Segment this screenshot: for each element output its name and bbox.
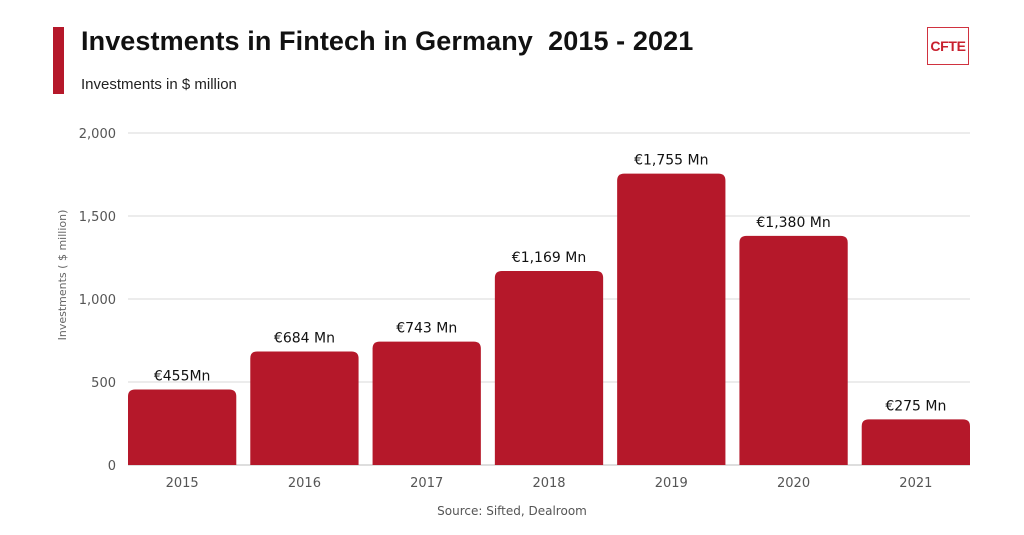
x-tick-label: 2018 bbox=[532, 476, 565, 491]
data-labels: €455Mn €684 Mn €743 Mn €1,169 Mn €1,755 Mn €1… bbox=[154, 153, 947, 415]
data-label-2021: €275 Mn bbox=[885, 398, 946, 414]
x-tick-label: 2016 bbox=[288, 476, 321, 491]
y-tick-label: 1,000 bbox=[79, 293, 116, 308]
bar-2020 bbox=[739, 235, 848, 465]
x-tick-label: 2017 bbox=[410, 476, 443, 491]
y-tick-label: 0 bbox=[108, 459, 116, 474]
logo-text: CFTE bbox=[930, 38, 966, 54]
x-tick-label: 2015 bbox=[166, 476, 199, 491]
y-tick-label: 1,500 bbox=[79, 210, 116, 225]
chart-title: Investments in Fintech in Germany 2015 -… bbox=[81, 26, 694, 56]
data-label-2018: €1,169 Mn bbox=[512, 250, 586, 266]
data-label-2015: €455Mn bbox=[154, 368, 211, 384]
data-label-2016: €684 Mn bbox=[274, 330, 335, 346]
y-tick-label: 2,000 bbox=[79, 127, 116, 142]
x-tick-label: 2019 bbox=[655, 476, 688, 491]
data-label-2019: €1,755 Mn bbox=[634, 153, 708, 169]
source-note: Source: Sifted, Dealroom bbox=[437, 504, 587, 518]
bar-2018 bbox=[494, 270, 604, 465]
x-axis-ticks: 2015 2016 2017 2018 2019 2020 2021 bbox=[166, 476, 933, 491]
cfte-logo: CFTE bbox=[927, 27, 969, 65]
bar-2016 bbox=[250, 351, 359, 465]
y-axis-ticks: 0 500 1,000 1,500 2,000 bbox=[79, 127, 116, 474]
bar-2017 bbox=[372, 341, 481, 465]
bar-2015 bbox=[128, 389, 237, 465]
x-tick-label: 2020 bbox=[777, 476, 810, 491]
y-tick-label: 500 bbox=[91, 376, 116, 391]
bar-2019 bbox=[617, 173, 726, 466]
data-label-2017: €743 Mn bbox=[396, 321, 457, 337]
y-axis-label: Investments ( $ million) bbox=[56, 210, 69, 341]
chart-subtitle: Investments in $ million bbox=[81, 76, 237, 93]
x-tick-label: 2021 bbox=[899, 476, 932, 491]
bars bbox=[128, 173, 970, 466]
title-accent-bar bbox=[53, 27, 64, 94]
data-label-2020: €1,380 Mn bbox=[756, 215, 830, 231]
bar-2021 bbox=[861, 419, 970, 465]
